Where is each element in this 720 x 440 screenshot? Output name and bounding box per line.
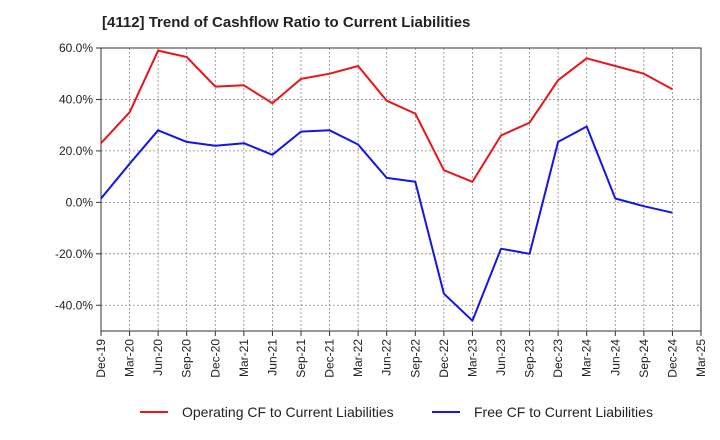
- legend-label-free-cf: Free CF to Current Liabilities: [474, 404, 653, 420]
- x-tick-label: Dec-20: [208, 339, 222, 378]
- y-tick-label: 0.0%: [66, 195, 94, 209]
- x-tick-label: Dec-23: [551, 339, 565, 378]
- x-tick-label: Dec-21: [323, 339, 337, 378]
- legend-operating-cf: Operating CF to Current Liabilities: [140, 404, 394, 420]
- y-tick-label: 40.0%: [59, 92, 93, 106]
- x-tick-label: Dec-22: [437, 339, 451, 378]
- plot-frame: [100, 47, 702, 332]
- x-tick-label: Jun-22: [380, 339, 394, 376]
- x-tick-label: Mar-21: [237, 339, 251, 377]
- x-tick-label: Dec-24: [665, 339, 679, 378]
- x-tick-label: Mar-25: [694, 339, 708, 377]
- legend-swatch-free-cf: [432, 411, 460, 413]
- x-tick-label: Sep-24: [637, 339, 651, 378]
- x-tick-label: Jun-21: [265, 339, 279, 376]
- y-tick-label: -40.0%: [55, 298, 93, 312]
- y-tick-label: 20.0%: [59, 144, 93, 158]
- legend-free-cf: Free CF to Current Liabilities: [432, 404, 653, 420]
- x-tick-label: Sep-20: [180, 339, 194, 378]
- series-line-free-cf: [100, 125, 673, 322]
- y-tick-label: 60.0%: [59, 41, 93, 55]
- chart-title: [4112] Trend of Cashflow Ratio to Curren…: [102, 14, 471, 31]
- x-tick-label: Sep-23: [523, 339, 537, 378]
- x-tick-label: Sep-22: [408, 339, 422, 378]
- x-tick-label: Mar-20: [123, 339, 137, 377]
- legend-label-operating-cf: Operating CF to Current Liabilities: [182, 404, 394, 420]
- x-tick-label: Mar-23: [465, 339, 479, 377]
- x-tick-label: Jun-24: [608, 339, 622, 376]
- x-tick-label: Dec-19: [94, 339, 108, 378]
- x-tick-label: Jun-20: [151, 339, 165, 376]
- x-tick-label: Mar-22: [351, 339, 365, 377]
- series-line-operating-cf: [100, 49, 673, 183]
- x-tick-label: Sep-21: [294, 339, 308, 378]
- x-tick-label: Jun-23: [494, 339, 508, 376]
- legend-swatch-operating-cf: [140, 411, 168, 413]
- y-tick-label: -20.0%: [55, 247, 93, 261]
- x-tick-label: Mar-24: [580, 339, 594, 377]
